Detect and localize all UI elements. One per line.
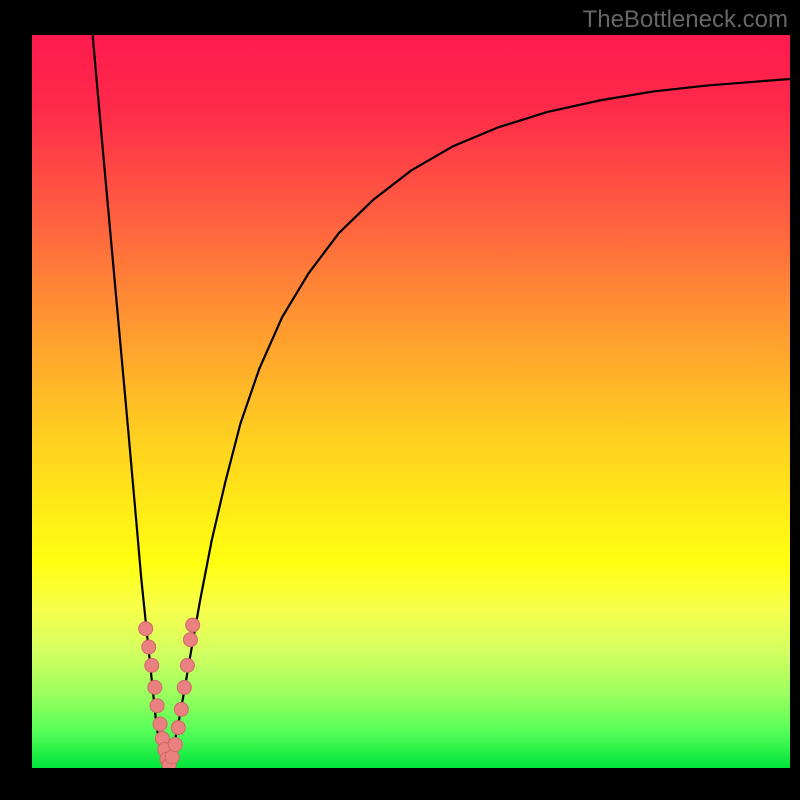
marker-dot [186,618,200,632]
chart-background-gradient [32,35,790,768]
marker-dot [148,680,162,694]
bottleneck-chart-svg [32,35,790,768]
marker-dot [183,633,197,647]
marker-dot [142,640,156,654]
marker-dot [180,658,194,672]
marker-dot [165,750,179,764]
watermark-text: TheBottleneck.com [583,6,788,34]
plot-area [32,35,790,768]
marker-dot [177,680,191,694]
marker-dot [150,699,164,713]
marker-dot [168,738,182,752]
marker-dot [174,702,188,716]
marker-dot [145,658,159,672]
marker-dot [153,717,167,731]
marker-dot [139,622,153,636]
marker-dot [171,721,185,735]
chart-outer-frame: TheBottleneck.com [0,0,800,800]
